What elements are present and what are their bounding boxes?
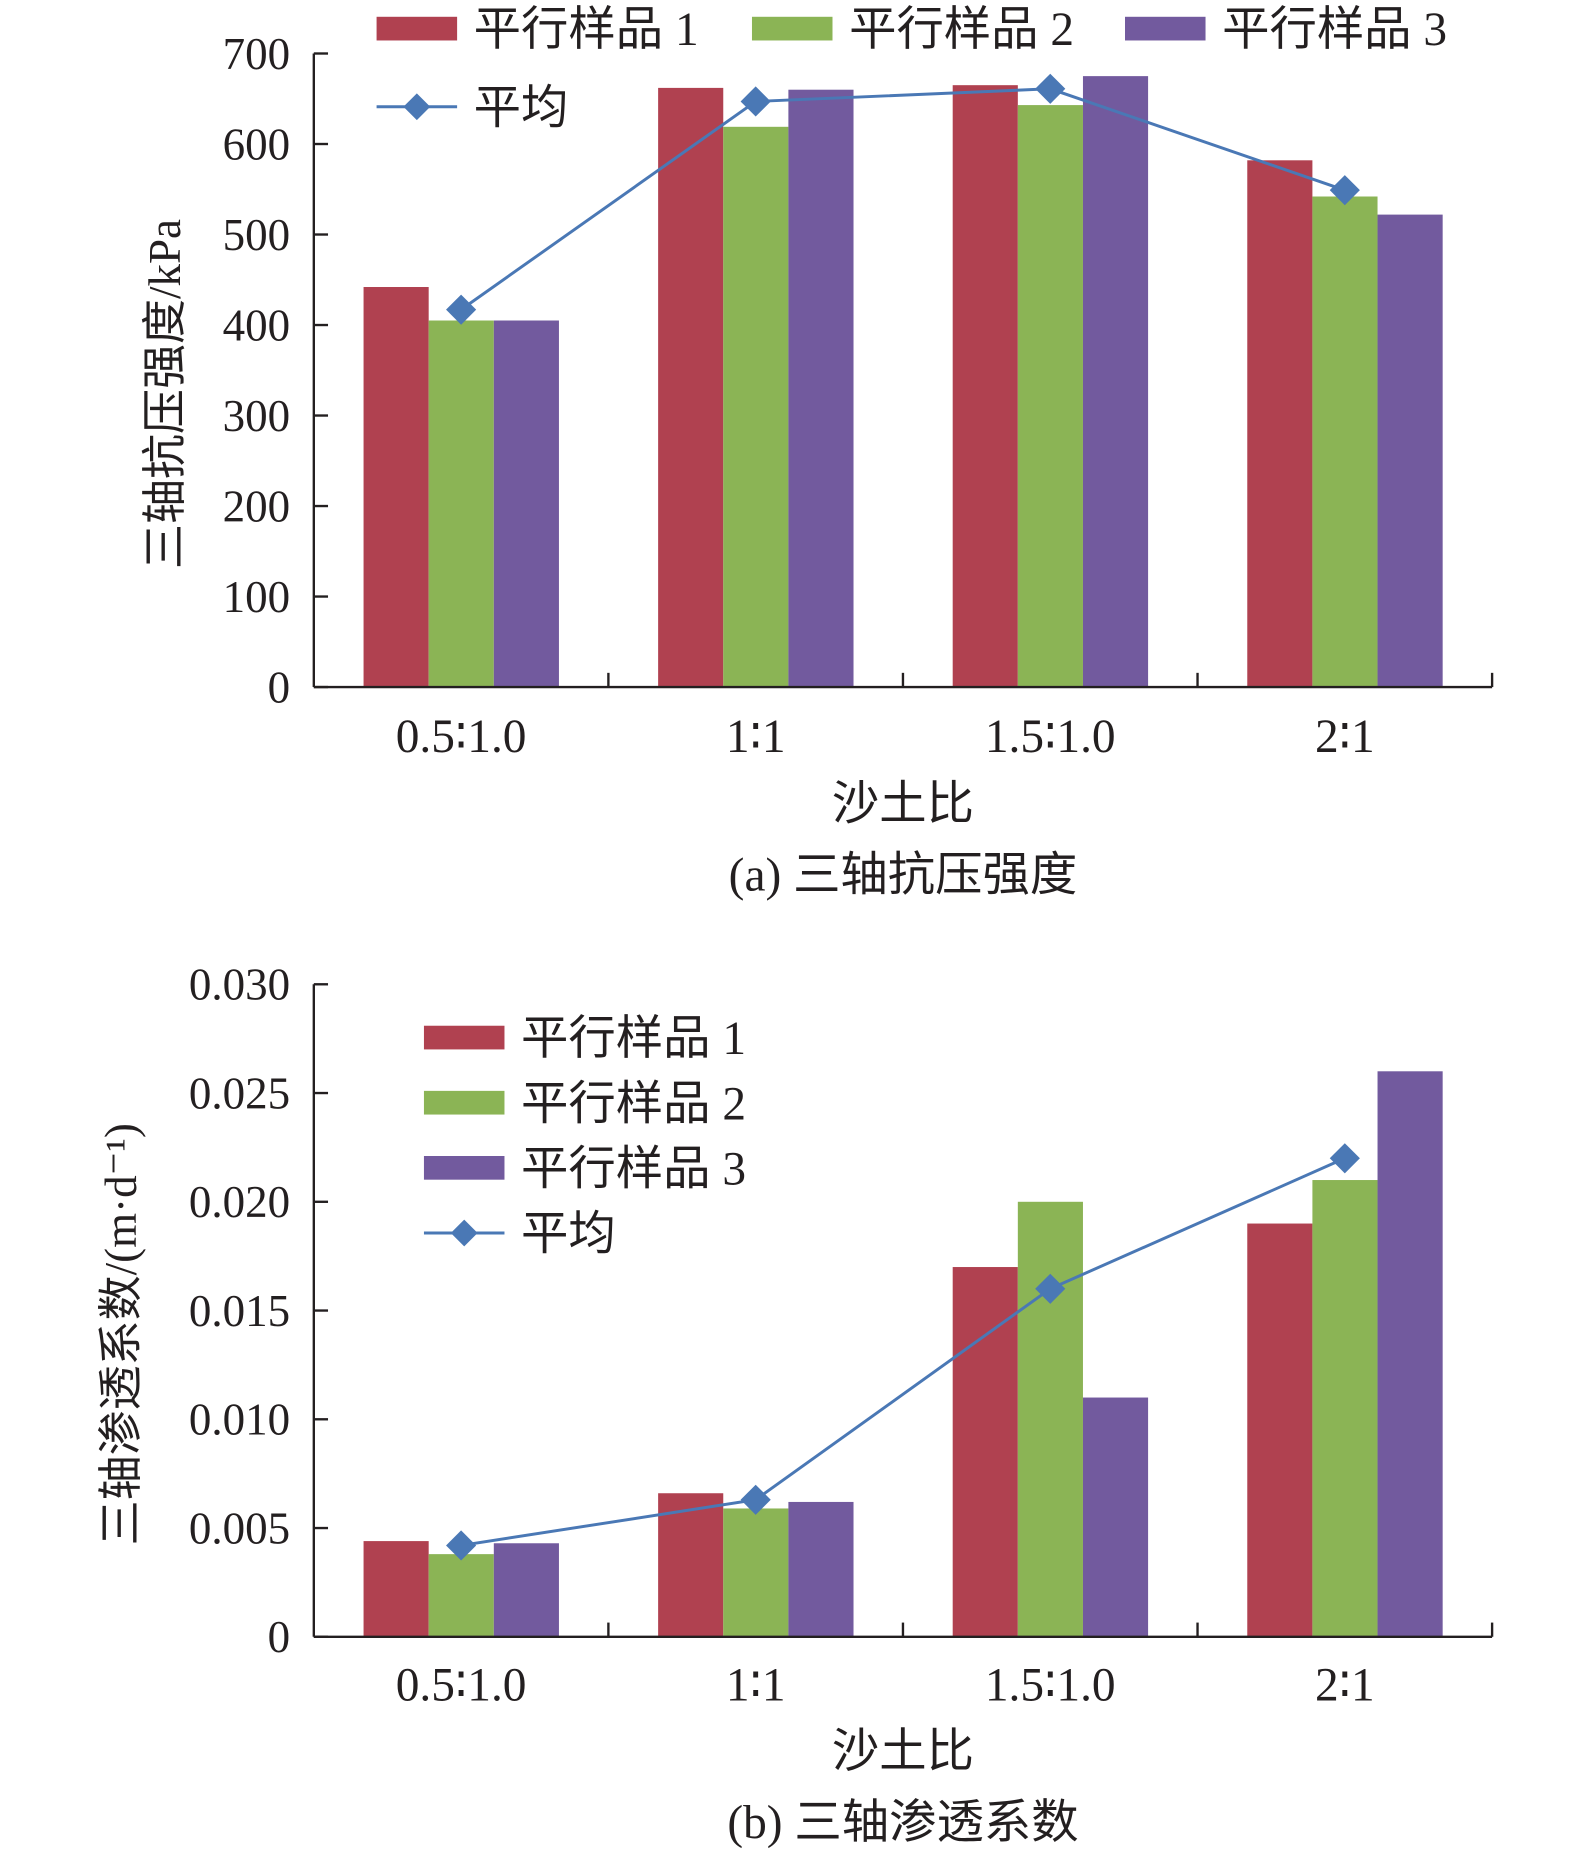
y-tick-label: 100	[223, 572, 291, 622]
x-tick-label: 1∶1	[726, 1660, 786, 1712]
bar-series1-0	[363, 1541, 429, 1637]
bar-series1-1	[658, 1493, 724, 1637]
x-tick-label: 1.5∶1.0	[985, 1660, 1116, 1712]
bar-series2-0	[428, 320, 494, 688]
bar-series3-3	[1377, 1071, 1443, 1637]
chart-b: 0 0.005 0.010 0.015 0.020 0.025 0.030 0.5∶1.0 1∶…	[96, 960, 1494, 1849]
x-axis-label: 沙土比	[832, 779, 974, 831]
legend-label: 平行样品 2	[521, 1078, 746, 1130]
bar-series3-1	[788, 89, 854, 688]
y-tick-label: 600	[223, 119, 291, 169]
bar-series3-0	[493, 1543, 559, 1637]
y-axis-label: 三轴抗压强度/kPa	[140, 219, 190, 569]
chart-title: (a) 三轴抗压强度	[729, 850, 1078, 902]
bar-series2-1	[723, 126, 789, 688]
legend-swatch-series2	[751, 16, 833, 41]
average-marker-3	[1329, 1143, 1360, 1174]
y-tick-label: 0	[268, 662, 291, 712]
bar-series3-1	[788, 1501, 854, 1637]
legend-swatch-series1	[376, 16, 458, 41]
bar-series2-1	[723, 1508, 789, 1637]
x-tick-label: 0.5∶1.0	[396, 711, 527, 763]
y-tick-label: 0	[268, 1612, 291, 1662]
bar-series3-0	[493, 320, 559, 688]
average-marker-0	[446, 1530, 477, 1561]
x-tick-label: 0.5∶1.0	[396, 1660, 527, 1712]
legend-label: 平行样品 2	[849, 4, 1074, 56]
bar-series1-1	[658, 87, 724, 688]
legend-swatch-series2	[423, 1090, 505, 1115]
bar-series2-2	[1017, 1201, 1083, 1637]
legend-swatch-series1	[423, 1025, 505, 1050]
bar-series1-2	[952, 1267, 1018, 1637]
y-tick-label: 200	[223, 481, 291, 531]
x-axis-label: 沙土比	[832, 1726, 974, 1778]
x-tick-label: 2∶1	[1315, 711, 1375, 763]
legend-marker-average	[450, 1219, 478, 1247]
bar-series1-0	[363, 287, 429, 688]
legend-label: 平行样品 3	[1222, 4, 1447, 56]
legend-swatch-series3	[423, 1156, 505, 1180]
legend-marker-average	[403, 93, 431, 121]
y-tick-label: 0.010	[189, 1395, 290, 1445]
average-marker-0	[446, 294, 477, 325]
y-tick-label: 0.015	[189, 1286, 290, 1336]
bar-series2-2	[1017, 105, 1083, 688]
legend-label: 平行样品 3	[521, 1143, 746, 1195]
average-marker-1	[740, 86, 771, 117]
y-axis-label: 三轴渗透系数/(m·d⁻¹)	[96, 1123, 146, 1545]
y-tick-label: 300	[223, 391, 291, 441]
y-tick-label: 0.025	[189, 1068, 290, 1118]
bar-series1-3	[1247, 1223, 1313, 1637]
bar-series2-0	[428, 1554, 494, 1637]
bar-series2-3	[1312, 1180, 1378, 1637]
bar-series3-2	[1082, 76, 1149, 688]
y-tick-label: 400	[223, 300, 291, 350]
legend: 平行样品 1 平行样品 2 平行样品 3 平均	[376, 4, 1447, 134]
legend-label: 平行样品 1	[521, 1013, 746, 1065]
legend: 平行样品 1 平行样品 2 平行样品 3 平均	[423, 1013, 746, 1261]
y-tick-label: 500	[223, 210, 291, 260]
average-line	[460, 87, 1346, 311]
average-marker-2	[1035, 73, 1066, 104]
y-tick-label: 0.005	[189, 1503, 290, 1553]
bar-series2-3	[1312, 196, 1378, 688]
x-tick-label: 1∶1	[726, 711, 786, 763]
x-tick-label: 1.5∶1.0	[985, 711, 1116, 763]
bar-series1-3	[1247, 160, 1313, 688]
bar-series1-2	[952, 85, 1018, 688]
y-tick-label: 0.020	[189, 1177, 290, 1227]
average-line	[460, 1156, 1346, 1547]
bar-series3-2	[1082, 1397, 1149, 1637]
chart-title: (b) 三轴渗透系数	[727, 1797, 1078, 1849]
x-tick-label: 2∶1	[1315, 1660, 1375, 1712]
legend-label: 平均	[521, 1209, 616, 1261]
legend-label: 平行样品 1	[474, 4, 699, 56]
bar-series3-3	[1377, 214, 1443, 688]
legend-swatch-series3	[1125, 16, 1206, 41]
legend-label: 平均	[474, 82, 569, 134]
y-tick-label: 700	[223, 29, 291, 79]
chart-a: 0 100 200 300 400 500 600 700 0.5∶1.0 1∶1 1.5∶1.0 2…	[140, 4, 1494, 902]
y-tick-label: 0.030	[189, 960, 290, 1010]
